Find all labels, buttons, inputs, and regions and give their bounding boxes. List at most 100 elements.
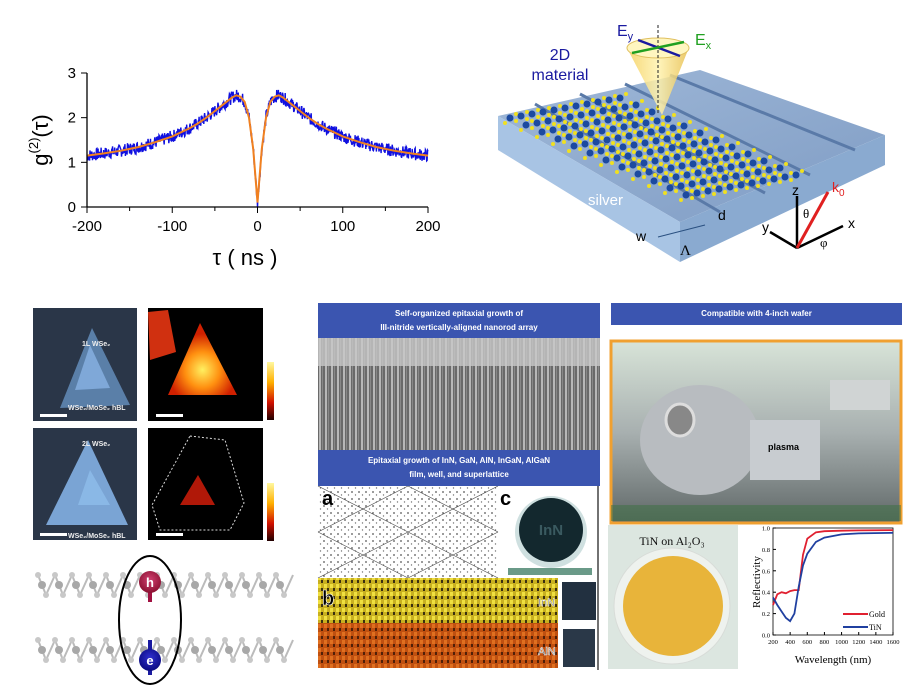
chalcogen-atom bbox=[730, 152, 734, 156]
chalcogen-atom bbox=[677, 122, 681, 126]
metal-atom bbox=[604, 116, 612, 124]
atom bbox=[213, 592, 219, 598]
silver-label: silver bbox=[588, 192, 623, 209]
chalcogen-atom bbox=[631, 177, 635, 181]
metal-atom bbox=[722, 154, 730, 162]
metal-atom bbox=[792, 171, 800, 179]
atom bbox=[230, 657, 236, 663]
metal-atom bbox=[696, 129, 704, 137]
chalcogen-atom bbox=[585, 116, 589, 120]
chalcogen-atom bbox=[611, 141, 615, 145]
bond bbox=[266, 574, 277, 596]
metal-atom bbox=[656, 166, 664, 174]
metal-atom bbox=[679, 142, 687, 150]
chalcogen-atom bbox=[685, 180, 689, 184]
bond bbox=[96, 639, 107, 661]
chalcogen-atom bbox=[701, 187, 705, 191]
chalcogen-atom bbox=[712, 192, 716, 196]
wafer-header-text: Compatible with 4-inch wafer bbox=[701, 309, 812, 318]
chalcogen-atom bbox=[661, 122, 665, 126]
g2-ylabel: g(2)(τ) bbox=[26, 114, 53, 165]
chalcogen-atom bbox=[720, 134, 724, 138]
wafer-inn-text: InN bbox=[539, 522, 563, 539]
chalcogen-atom bbox=[605, 145, 609, 149]
metal-atom bbox=[636, 130, 644, 138]
chalcogen-atom bbox=[633, 137, 637, 141]
chalcogen-atom bbox=[719, 161, 723, 165]
chalcogen-atom bbox=[595, 127, 599, 131]
chalcogen-atom bbox=[643, 148, 647, 152]
metal-atom bbox=[706, 147, 714, 155]
metal-atom bbox=[631, 121, 639, 129]
chalcogen-atom bbox=[621, 152, 625, 156]
chalcogen-atom bbox=[735, 161, 739, 165]
chalcogen-atom bbox=[675, 169, 679, 173]
chalcogen-atom bbox=[658, 182, 662, 186]
plot-frame bbox=[772, 527, 894, 636]
chalcogen-atom bbox=[519, 128, 523, 132]
chalcogen-atom bbox=[768, 155, 772, 159]
chalcogen-atom bbox=[563, 113, 567, 117]
chalcogen-atom bbox=[674, 189, 678, 193]
atom bbox=[89, 581, 97, 589]
chalcogen-atom bbox=[637, 166, 641, 170]
chalcogen-atom bbox=[600, 143, 604, 147]
metal-atom bbox=[651, 157, 659, 165]
metal-atom bbox=[677, 182, 685, 190]
y-tick-label: 0.0 bbox=[762, 633, 770, 640]
chalcogen-atom bbox=[552, 122, 556, 126]
layer-inn-label: InN bbox=[538, 597, 555, 609]
metal-atom bbox=[572, 102, 580, 110]
atom bbox=[208, 646, 216, 654]
refl-xlabel: Wavelength (nm) bbox=[795, 654, 872, 666]
chalcogen-atom bbox=[629, 101, 633, 105]
silver-slab-side bbox=[680, 135, 885, 262]
metal-atom bbox=[711, 156, 719, 164]
atom bbox=[281, 657, 287, 663]
metal-atom bbox=[704, 187, 712, 195]
atom bbox=[256, 572, 262, 578]
chalcogen-atom bbox=[724, 163, 728, 167]
metal-atom bbox=[672, 173, 680, 181]
atom bbox=[103, 637, 109, 643]
metal-atom bbox=[688, 180, 696, 188]
ruler bbox=[508, 568, 592, 575]
chalcogen-atom bbox=[672, 113, 676, 117]
chalcogen-atom bbox=[767, 182, 771, 186]
chalcogen-atom bbox=[707, 183, 711, 187]
chalcogen-atom bbox=[579, 127, 583, 131]
refl-ylabel: Reflectivity bbox=[751, 556, 763, 608]
bond bbox=[79, 574, 90, 596]
atom bbox=[103, 572, 109, 578]
metal-atom bbox=[605, 96, 613, 104]
atom bbox=[72, 646, 80, 654]
chalcogen-atom bbox=[687, 147, 691, 151]
hole-icon bbox=[139, 571, 161, 593]
metal-atom bbox=[680, 122, 688, 130]
chalcogen-atom bbox=[567, 149, 571, 153]
y-tick-label: 0 bbox=[68, 199, 76, 216]
chalcogen-atom bbox=[736, 141, 740, 145]
chalcogen-atom bbox=[525, 117, 529, 121]
chalcogen-atom bbox=[740, 177, 744, 181]
chalcogen-atom bbox=[634, 110, 638, 114]
chalcogen-atom bbox=[691, 176, 695, 180]
chalcogen-atom bbox=[654, 146, 658, 150]
atom bbox=[123, 646, 131, 654]
chalcogen-atom bbox=[645, 115, 649, 119]
atom bbox=[55, 581, 63, 589]
chalcogen-atom bbox=[675, 162, 679, 166]
chalcogen-atom bbox=[704, 127, 708, 131]
chalcogen-atom bbox=[610, 154, 614, 158]
chalcogen-atom bbox=[558, 111, 562, 115]
y-tick-label: 1 bbox=[68, 154, 76, 171]
chalcogen-atom bbox=[778, 180, 782, 184]
label-2l-wse2: 2L WSe₂ bbox=[82, 441, 110, 448]
bond bbox=[215, 574, 226, 596]
axis-y-label: y bbox=[762, 219, 769, 235]
chalcogen-atom bbox=[552, 115, 556, 119]
chalcogen-atom bbox=[735, 168, 739, 172]
chalcogen-atom bbox=[697, 158, 701, 162]
atom bbox=[72, 581, 80, 589]
chalcogen-atom bbox=[725, 143, 729, 147]
